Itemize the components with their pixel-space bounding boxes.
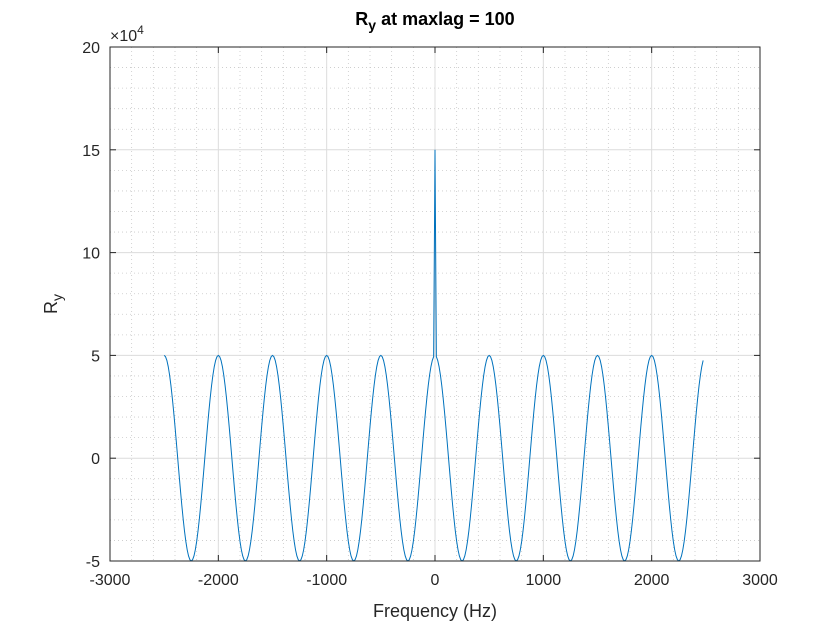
y-tick-label: 15 [82, 143, 100, 160]
tick-marks [109, 46, 761, 562]
y-tick-label: -5 [86, 554, 100, 571]
y-exponent-label: ×104 [110, 23, 144, 45]
x-tick-label: 0 [431, 572, 440, 589]
y-tick-label: 5 [91, 348, 100, 365]
x-tick-label: 1000 [526, 572, 562, 589]
chart-title: Ry at maxlag = 100 [355, 9, 514, 33]
x-tick-label: -2000 [198, 572, 239, 589]
x-tick-label: 3000 [742, 572, 778, 589]
x-tick-labels: -3000 -2000 -1000 0 1000 2000 3000 [90, 572, 778, 589]
x-tick-label: 2000 [634, 572, 670, 589]
chart-title-rest: at maxlag = 100 [376, 9, 515, 29]
x-axis-label: Frequency (Hz) [373, 601, 497, 621]
series-layer [163, 149, 704, 562]
x-tick-label: -1000 [306, 572, 347, 589]
y-tick-label: 0 [91, 451, 100, 468]
y-tick-labels: -5 0 5 10 15 20 [82, 40, 100, 571]
chart-title-main: R [355, 9, 368, 29]
x-tick-label: -3000 [90, 572, 131, 589]
y-tick-label: 10 [82, 246, 100, 263]
y-exponent-base: ×10 [110, 28, 137, 45]
y-tick-label: 20 [82, 40, 100, 57]
chart-title-subscript: y [368, 17, 376, 33]
y-exponent-power: 4 [137, 23, 144, 37]
y-axis-label-main: R [41, 301, 61, 314]
y-axis-label-subscript: y [49, 294, 65, 301]
y-axis-label: Ry [41, 294, 65, 314]
series-line [163, 149, 704, 562]
